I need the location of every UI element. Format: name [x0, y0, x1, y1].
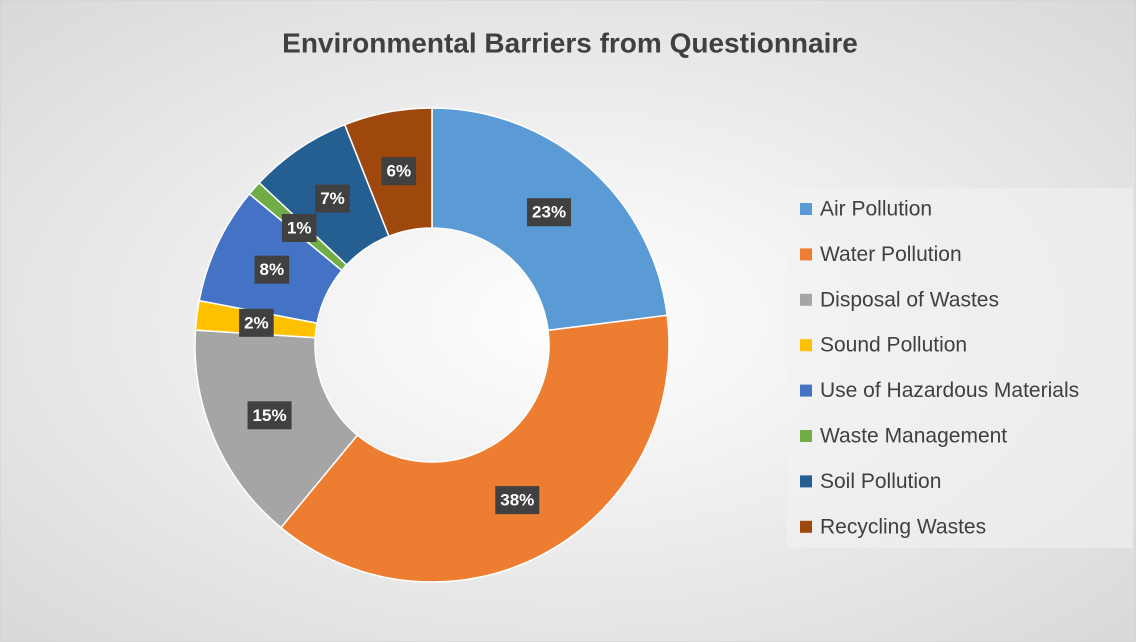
legend-label: Disposal of Wastes	[820, 288, 999, 311]
slice	[279, 314, 670, 583]
value-label: 7%	[320, 189, 345, 208]
value-label-box	[239, 308, 274, 337]
legend-swatch	[800, 475, 812, 488]
legend-swatch	[800, 248, 812, 261]
legend-swatch	[800, 339, 812, 352]
value-label: 1%	[287, 218, 312, 237]
value-label: 2%	[244, 313, 269, 332]
value-label: 38%	[500, 491, 534, 510]
value-label-box	[247, 401, 292, 430]
value-label: 6%	[387, 162, 412, 181]
value-label-box	[527, 198, 572, 227]
value-label-box	[495, 486, 540, 515]
legend-label: Waste Management	[820, 425, 1007, 448]
value-label: 8%	[260, 260, 285, 279]
legend-swatch	[800, 430, 812, 442]
legend-label: Soil Pollution	[820, 470, 941, 493]
legend-swatch	[800, 293, 812, 306]
value-labels: 23% 38% 15% 2% 8% 1% 7% 6%	[239, 157, 572, 515]
legend-swatch	[800, 520, 812, 533]
value-label: 23%	[532, 203, 566, 222]
legend: Air Pollution Water Pollution Disposal of …	[787, 188, 1133, 548]
value-label-box	[281, 213, 317, 242]
legend-label: Air Pollution	[820, 198, 932, 221]
legend-label: Use of Hazardous Materials	[820, 379, 1079, 402]
value-label-box	[254, 255, 290, 284]
legend-label: Recycling Wastes	[820, 515, 986, 538]
value-label-box	[315, 184, 350, 213]
legend-label: Sound Pollution	[820, 334, 967, 357]
legend-label: Water Pollution	[820, 243, 962, 266]
value-label: 15%	[253, 406, 287, 425]
legend-swatch	[800, 203, 812, 215]
legend-box	[787, 188, 1133, 548]
chart-title: Environmental Barriers from Questionnair…	[282, 27, 858, 58]
legend-swatch	[800, 384, 812, 397]
value-label-box	[381, 157, 417, 186]
